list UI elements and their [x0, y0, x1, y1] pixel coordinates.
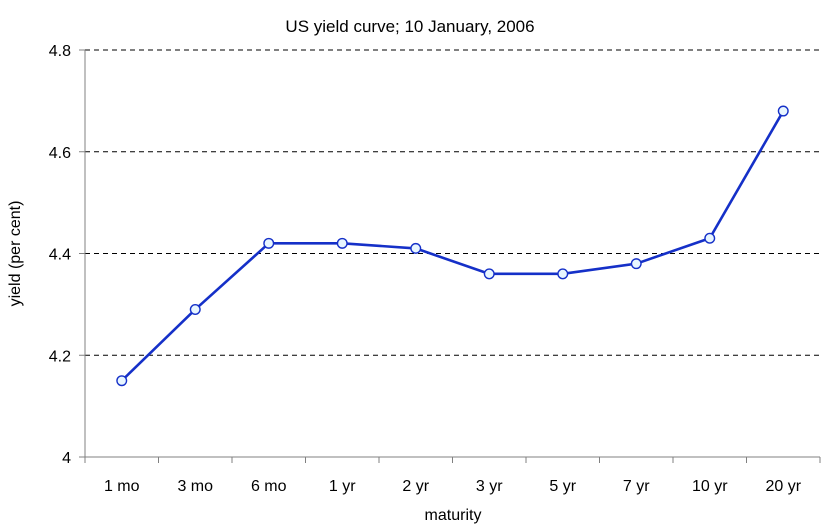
y-tick-label: 4.6 [49, 145, 71, 162]
chart-title: US yield curve; 10 January, 2006 [285, 17, 534, 36]
x-tick-label: 1 mo [104, 478, 140, 495]
data-point [116, 375, 128, 387]
data-point [189, 303, 201, 315]
x-tick-label: 5 yr [549, 478, 576, 495]
x-tick-label: 6 mo [251, 478, 287, 495]
x-tick-label: 2 yr [402, 478, 429, 495]
x-tick-label: 3 yr [476, 478, 503, 495]
y-tick-label: 4.8 [49, 43, 71, 60]
gridlines [85, 49, 820, 356]
tick-labels: 4 4.2 4.4 4.6 4.8 1 mo 3 mo 6 mo 1 yr 2 yr 3 yr 5 y… [49, 43, 802, 495]
y-axis-label: yield (per cent) [7, 201, 24, 307]
x-tick-label: 1 yr [329, 478, 356, 495]
data-point [483, 268, 495, 280]
series-layer [116, 105, 789, 387]
data-point [410, 242, 422, 254]
y-tick-label: 4 [62, 450, 71, 467]
x-tick-label: 3 mo [177, 478, 213, 495]
y-tick-label: 4.4 [49, 247, 71, 264]
data-point [557, 268, 569, 280]
x-tick-label: 20 yr [765, 478, 801, 495]
series-line [120, 110, 785, 382]
data-point [777, 105, 789, 117]
axes [79, 49, 821, 463]
x-tick-label: 10 yr [692, 478, 728, 495]
data-point [704, 232, 716, 244]
x-axis-label: maturity [425, 507, 482, 524]
data-point [336, 237, 348, 249]
data-point [263, 237, 275, 249]
y-tick-label: 4.2 [49, 348, 71, 365]
x-tick-label: 7 yr [623, 478, 650, 495]
data-point [630, 258, 642, 270]
